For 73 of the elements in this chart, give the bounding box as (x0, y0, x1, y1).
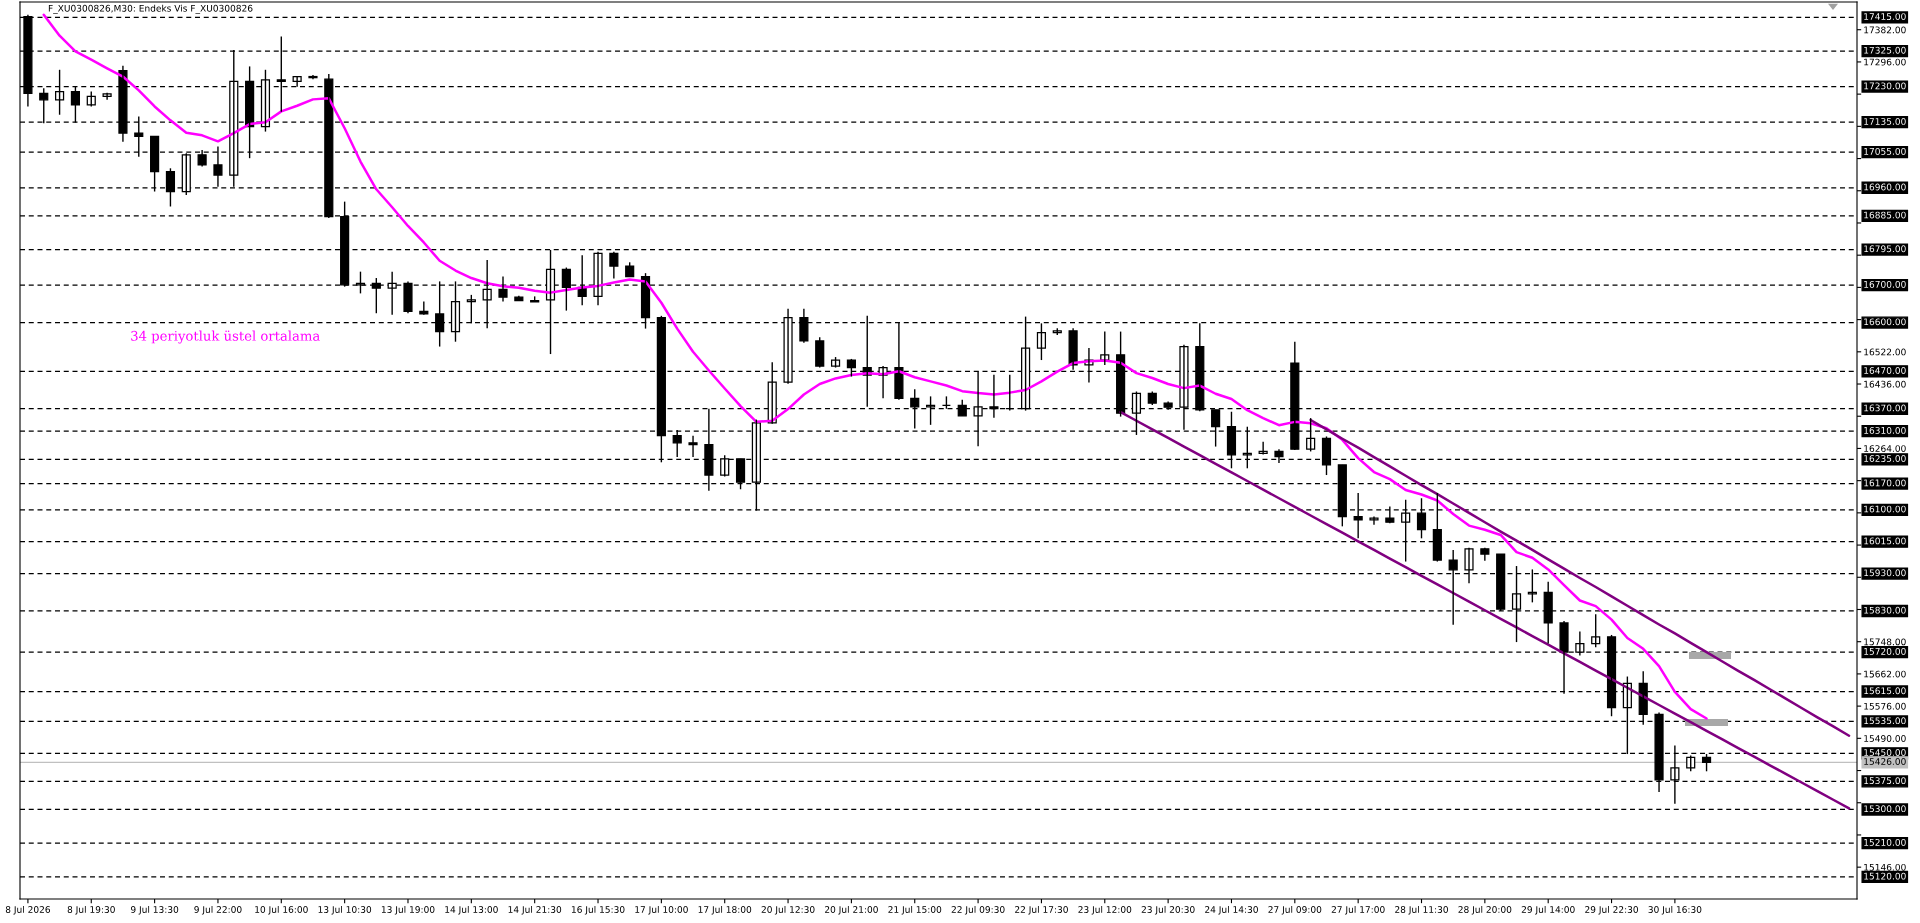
x-tick-label: 13 Jul 10:30 (318, 905, 372, 915)
x-tick-label: 13 Jul 19:00 (381, 905, 435, 915)
x-tick-label: 9 Jul 22:00 (194, 905, 242, 915)
x-tick-label: 21 Jul 15:00 (888, 905, 942, 915)
ref-line-label: 15375.00 (1864, 777, 1906, 785)
x-tick-label: 17 Jul 18:00 (698, 905, 752, 915)
y-tick-label: 16436.00 (1864, 380, 1906, 388)
x-tick-label: 30 Jul 16:30 (1648, 905, 1702, 915)
ref-line-label: 16885.00 (1864, 211, 1906, 219)
ref-line-label: 15535.00 (1864, 717, 1906, 725)
ref-line-label: 15210.00 (1864, 838, 1906, 846)
y-tick-label: 17296.00 (1864, 58, 1906, 66)
ref-line-label: 16960.00 (1864, 183, 1906, 191)
y-tick-label: 15146.00 (1864, 863, 1906, 871)
x-tick-label: 20 Jul 12:30 (761, 905, 815, 915)
x-tick-label: 29 Jul 22:30 (1585, 905, 1639, 915)
ref-line-label: 16310.00 (1864, 427, 1906, 434)
ref-line-label: 17135.00 (1864, 118, 1906, 125)
ref-line-label: 16700.00 (1864, 280, 1906, 288)
x-tick-label: 29 Jul 14:00 (1521, 905, 1575, 915)
ref-line-label: 16170.00 (1864, 479, 1906, 487)
x-tick-label: 8 Jul 19:30 (67, 905, 115, 915)
x-tick-label: 14 Jul 21:30 (508, 905, 562, 915)
candlestick (1369, 515, 1379, 526)
candlestick (102, 91, 112, 101)
y-tick-label: 15576.00 (1864, 702, 1906, 710)
x-tick-label: 8 Jul 2026 (5, 905, 51, 915)
ref-line-label: 15615.00 (1864, 687, 1906, 695)
ref-line-label: 15830.00 (1864, 606, 1906, 614)
ref-line-label: 17230.00 (1864, 82, 1906, 90)
x-tick-label: 16 Jul 15:30 (571, 905, 625, 915)
x-tick-label: 22 Jul 17:30 (1015, 905, 1068, 915)
x-tick-label: 28 Jul 20:00 (1458, 905, 1512, 915)
x-tick-label: 24 Jul 14:30 (1205, 905, 1258, 915)
y-tick-label: 16264.00 (1864, 445, 1906, 452)
x-tick-label: 10 Jul 16:00 (255, 905, 308, 915)
y-tick-label: 15748.00 (1864, 638, 1906, 646)
x-tick-label: 14 Jul 13:00 (445, 905, 498, 915)
ref-line-label: 16470.00 (1864, 367, 1906, 374)
x-tick-label: 27 Jul 17:00 (1331, 905, 1385, 915)
line-series (1309, 418, 1851, 737)
ref-line-label: 17325.00 (1864, 46, 1906, 54)
ref-line-label: 15300.00 (1864, 805, 1906, 813)
candlestick (815, 336, 825, 369)
text: 34 periyotluk üstel ortalama (131, 330, 320, 344)
y-tick-label: 15490.00 (1864, 735, 1906, 742)
ref-line-label: 15426.00 (1864, 758, 1906, 765)
ref-line-label: 16100.00 (1864, 505, 1906, 513)
x-tick-label: 23 Jul 20:30 (1141, 905, 1195, 915)
line-series (42, 13, 1708, 720)
x-tick-label: 20 Jul 21:00 (824, 905, 878, 915)
ref-line-label: 16015.00 (1864, 537, 1906, 545)
chart-title: F_XU0300826,M30: Endeks Vis F_XU0300826 (48, 4, 253, 14)
x-tick-label: 28 Jul 11:30 (1395, 905, 1448, 915)
y-tick-label: 16522.00 (1864, 348, 1906, 356)
x-tick-label: 23 Jul 12:00 (1078, 905, 1132, 915)
ref-line-label: 16235.00 (1864, 455, 1906, 462)
ref-line-label: 16600.00 (1864, 318, 1906, 326)
line-series (1119, 410, 1851, 810)
ref-line-label: 15720.00 (1864, 647, 1906, 655)
ref-line-label: 15930.00 (1864, 569, 1906, 577)
x-tick-label: 9 Jul 13:30 (130, 905, 179, 915)
ref-line-label: 15450.00 (1864, 749, 1906, 756)
x-tick-label: 27 Jul 09:00 (1268, 905, 1322, 915)
y-tick-label: 15662.00 (1864, 670, 1906, 678)
x-tick-label: 17 Jul 10:00 (635, 905, 688, 915)
ref-line-label: 17415.00 (1864, 13, 1906, 20)
y-tick-label: 17382.00 (1864, 26, 1906, 34)
ref-line-label: 15120.00 (1864, 872, 1906, 880)
ref-line-label: 16795.00 (1864, 245, 1906, 253)
x-tick-label: 22 Jul 09:30 (951, 905, 1005, 915)
ref-line-label: 16370.00 (1864, 404, 1906, 412)
ref-line-label: 17055.00 (1864, 147, 1906, 155)
